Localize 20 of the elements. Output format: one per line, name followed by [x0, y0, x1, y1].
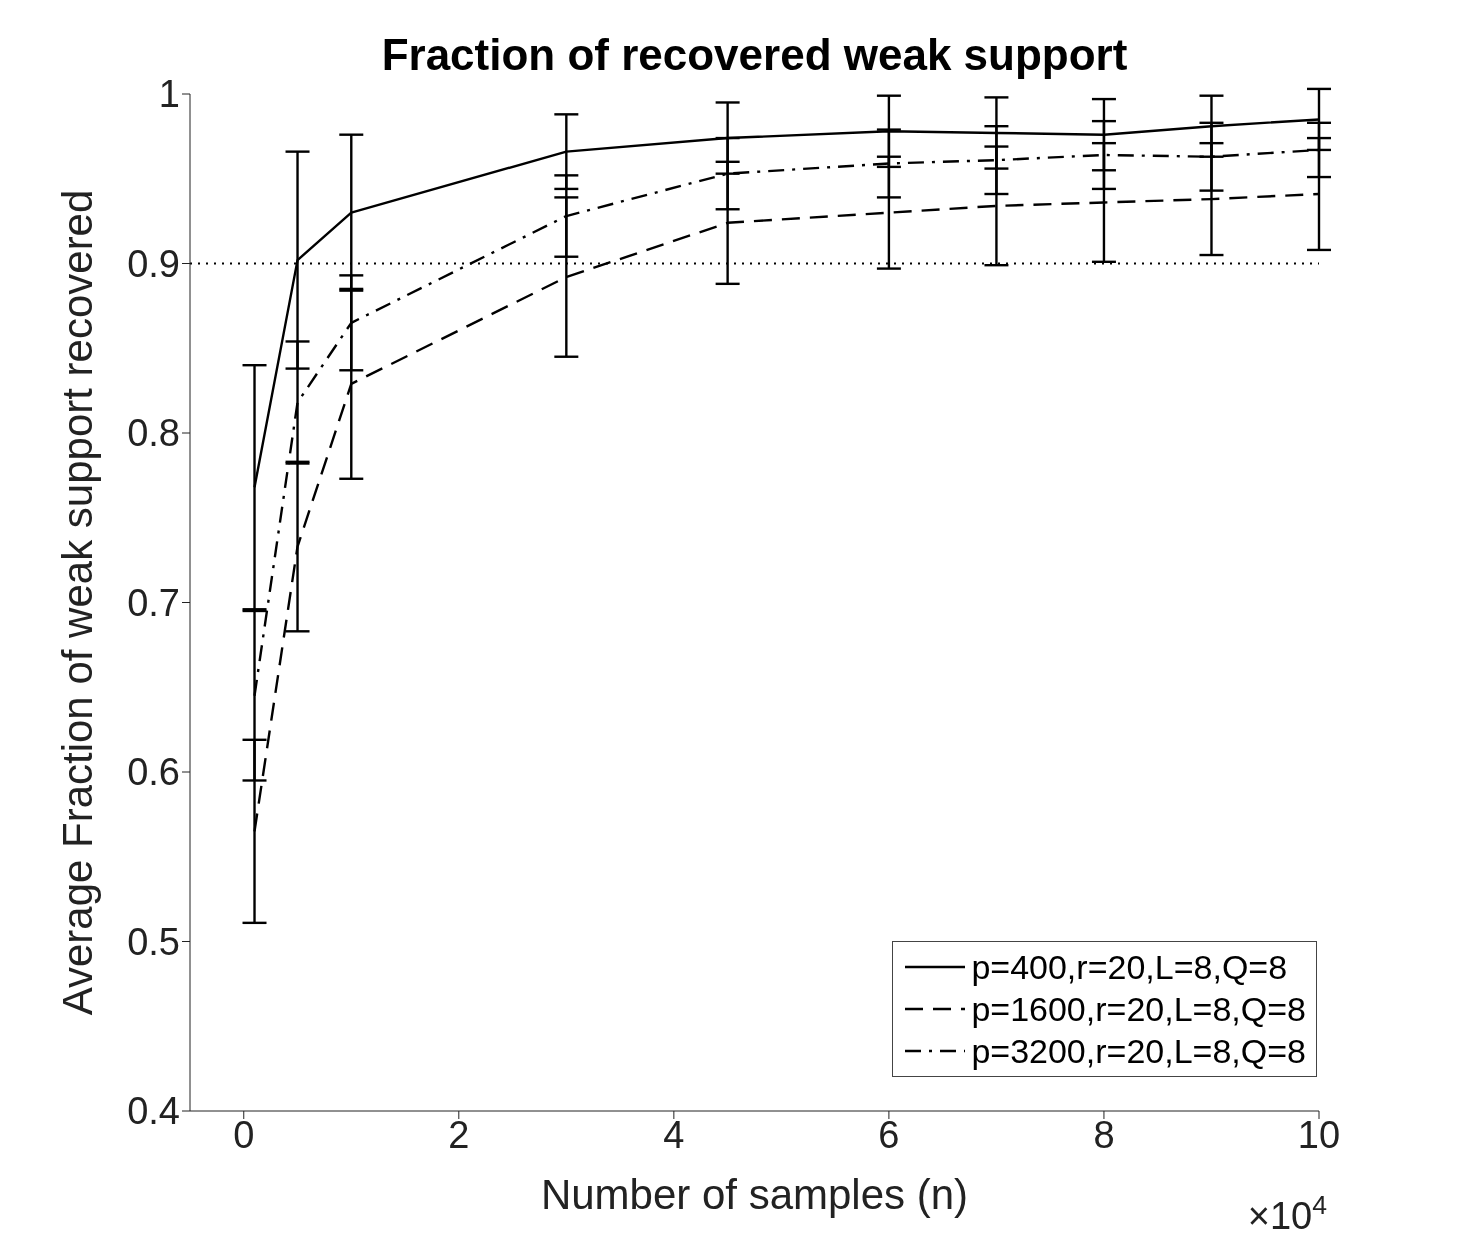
x-tick-label: 0 [233, 1113, 255, 1156]
y-tick-label: 0.6 [127, 751, 180, 794]
y-tick-label: 0.8 [127, 412, 180, 455]
x-tick-label: 4 [663, 1113, 685, 1156]
legend-label: p=1600,r=20,L=8,Q=8 [971, 989, 1306, 1030]
y-axis-title: Average Fraction of weak support recovered [54, 189, 101, 1016]
x-tick-label: 2 [448, 1113, 470, 1156]
y-tick-label: 0.9 [127, 242, 180, 285]
y-tick-label: 1 [158, 73, 180, 116]
x-tick-label: 10 [1297, 1113, 1341, 1156]
x-tick-label: 8 [1093, 1113, 1115, 1156]
legend-label: p=3200,r=20,L=8,Q=8 [971, 1031, 1306, 1072]
x-axis-title: Number of samples (n) [540, 1171, 969, 1218]
chart-title: Fraction of recovered weak support [381, 30, 1128, 79]
y-tick-label: 0.7 [127, 581, 180, 624]
legend-label: p=400,r=20,L=8,Q=8 [971, 947, 1288, 988]
y-tick-label: 0.4 [127, 1090, 180, 1133]
y-tick-label: 0.5 [127, 920, 180, 963]
x-tick-label: 6 [878, 1113, 900, 1156]
text: ×10$^{4}$ [1247, 1190, 1328, 1237]
